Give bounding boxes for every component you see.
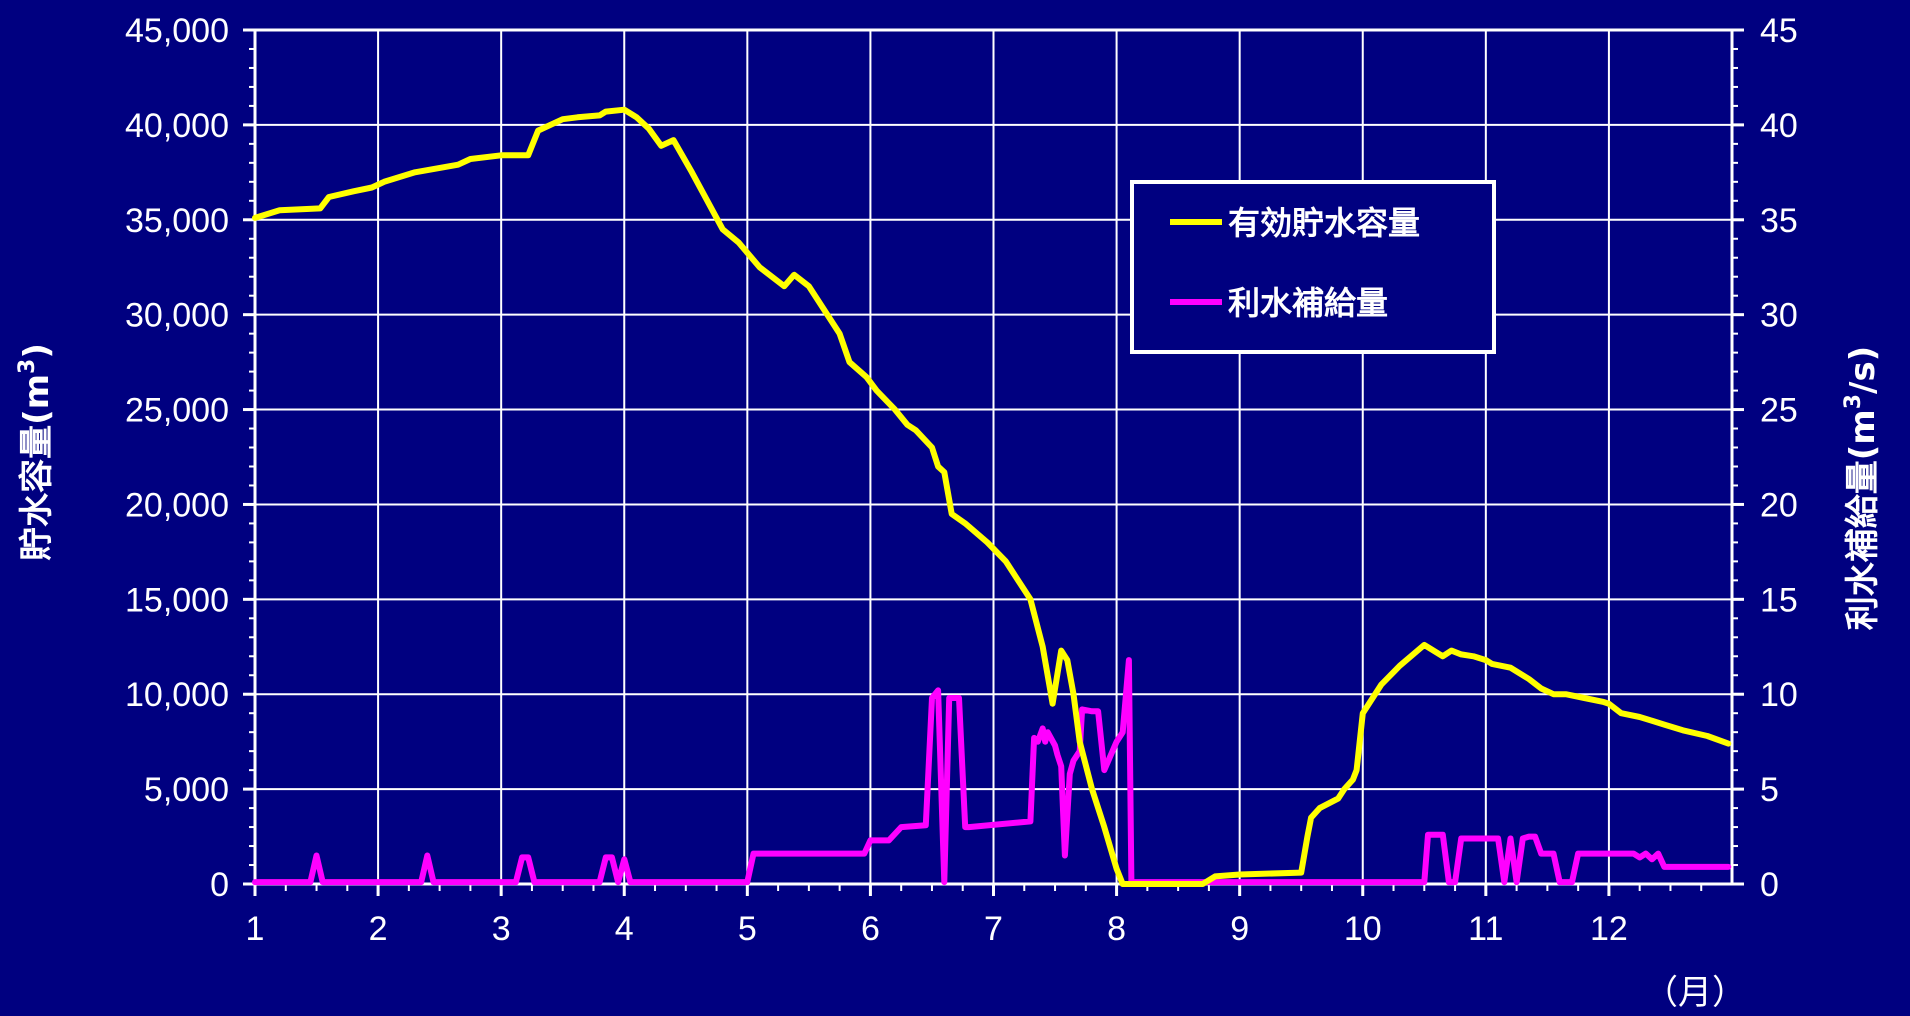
- x-tick-label: 6: [861, 910, 880, 948]
- x-tick-label: 4: [615, 910, 634, 948]
- y-right-tick-label: 10: [1760, 676, 1798, 714]
- grid-lines: [255, 30, 1732, 884]
- y-axis-left-title-text: 貯水容量: [17, 425, 57, 561]
- y-axis-right-title-sup: 3: [1841, 394, 1866, 409]
- x-tick-label: 8: [1107, 910, 1126, 948]
- y-right-tick-label: 35: [1760, 202, 1798, 240]
- y-left-tick-label: 35,000: [125, 202, 229, 240]
- y-axis-right-title-unit-end: /s): [1843, 346, 1883, 394]
- y-left-tick-label: 45,000: [125, 12, 229, 50]
- y-axis-left-title-unit: (m: [17, 374, 57, 425]
- y-axis-right-title-unit: (m: [1843, 409, 1883, 460]
- legend-label-storage: 有効貯水容量: [1228, 204, 1420, 242]
- y-right-tick-label: 0: [1760, 866, 1779, 904]
- y-right-tick-label: 30: [1760, 297, 1798, 335]
- legend-label-supply: 利水補給量: [1228, 284, 1388, 322]
- y-left-tick-labels: 0 5,000 10,000 15,000 20,000 25,000 30,000 35,0…: [125, 12, 255, 904]
- x-tick-label: 5: [738, 910, 757, 948]
- y-axis-right-title: 利水補給量(m3/s): [1841, 346, 1883, 630]
- series-layer: [252, 106, 1732, 887]
- legend: 有効貯水容量 利水補給量: [1130, 180, 1496, 354]
- y-left-tick-label: 15,000: [125, 581, 229, 619]
- y-left-tick-label: 30,000: [125, 297, 229, 335]
- x-tick-labels: 1 2 3 4 5 6 7 8 9 10 11 12: [246, 884, 1628, 948]
- y-left-tick-label: 10,000: [125, 676, 229, 714]
- x-tick-label: 3: [492, 910, 511, 948]
- x-tick-label: 7: [984, 910, 1003, 948]
- x-tick-label: 1: [246, 910, 265, 948]
- y-right-tick-label: 5: [1760, 771, 1779, 809]
- y-right-tick-label: 15: [1760, 581, 1798, 619]
- y-right-tick-labels: 0 5 10 15 20 25 30 35 40 45: [1732, 12, 1798, 904]
- x-tick-label: 12: [1590, 910, 1628, 948]
- x-tick-label: 10: [1344, 910, 1382, 948]
- x-axis-title: （月）: [1644, 974, 1746, 1012]
- x-tick-label: 9: [1230, 910, 1249, 948]
- x-tick-label: 11: [1468, 910, 1503, 948]
- series-line-supply: [252, 657, 1732, 886]
- series-line-storage: [252, 106, 1732, 887]
- y-left-tick-label: 40,000: [125, 107, 229, 145]
- y-left-tick-label: 25,000: [125, 392, 229, 430]
- y-right-tick-label: 45: [1760, 12, 1798, 50]
- legend-box: [1130, 180, 1496, 354]
- y-axis-left-title-unit-end: ): [17, 343, 57, 359]
- x-tick-label: 2: [369, 910, 388, 948]
- y-axis-left-title-sup: 3: [15, 359, 40, 374]
- y-axis-right-title-text: 利水補給量: [1843, 460, 1883, 630]
- y-left-tick-label: 5,000: [144, 771, 229, 809]
- y-left-tick-label: 20,000: [125, 486, 229, 524]
- y-right-tick-label: 20: [1760, 486, 1798, 524]
- y-axis-left-title: 貯水容量(m3): [15, 343, 57, 561]
- y-right-tick-label: 40: [1760, 107, 1798, 145]
- y-right-tick-label: 25: [1760, 392, 1798, 430]
- y-left-tick-label: 0: [210, 866, 229, 904]
